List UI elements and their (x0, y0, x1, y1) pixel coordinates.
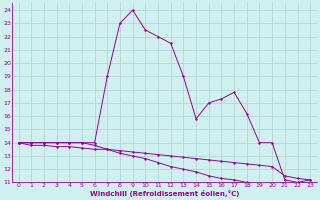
X-axis label: Windchill (Refroidissement éolien,°C): Windchill (Refroidissement éolien,°C) (90, 190, 239, 197)
